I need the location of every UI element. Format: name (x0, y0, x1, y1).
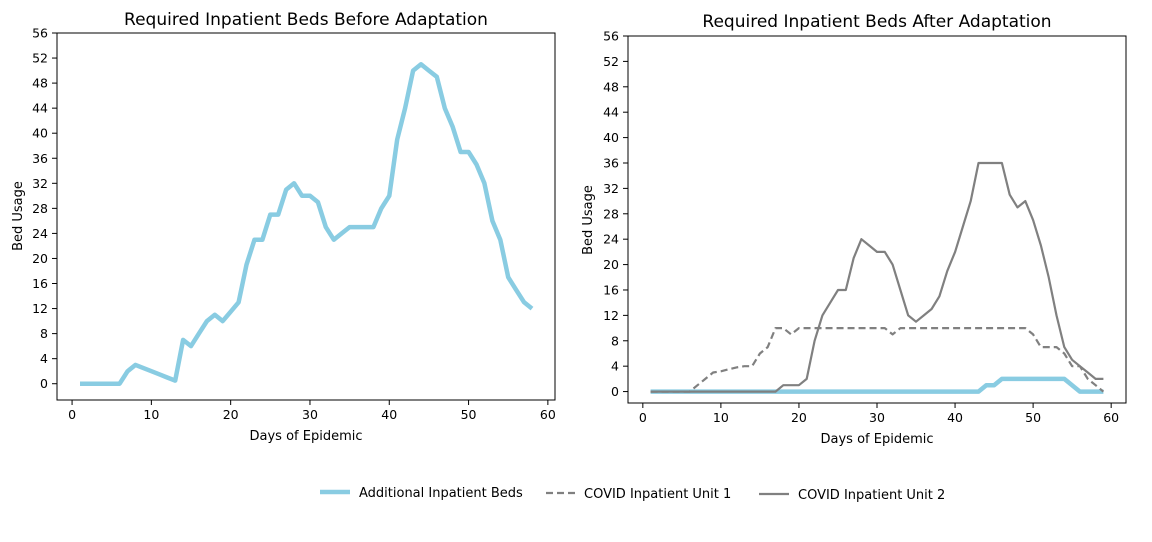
x-tick-label: 50 (1025, 410, 1041, 425)
legend-entry-covid-inpatient-unit-2: COVID Inpatient Unit 2 (759, 488, 945, 503)
chart-after-adaptation: Required Inpatient Beds After Adaptation… (581, 12, 1127, 447)
series-line-covid-inpatient-unit-2 (650, 161, 1104, 393)
y-tick-label: 24 (603, 232, 619, 247)
y-axis-label: Bed Usage (581, 185, 596, 255)
x-tick-label: 60 (1103, 410, 1119, 425)
plot-frame (56, 32, 556, 401)
y-tick-label: 52 (603, 54, 619, 69)
legend-entry-additional-inpatient-beds: Additional Inpatient Beds (320, 486, 523, 501)
legend: Additional Inpatient Beds COVID Inpatien… (320, 486, 945, 503)
y-tick-label: 20 (32, 251, 48, 266)
y-tick-label: 12 (603, 308, 619, 323)
legend-label: Additional Inpatient Beds (359, 486, 523, 501)
x-tick-label: 20 (791, 410, 807, 425)
y-tick-label: 48 (32, 76, 48, 91)
chart-title: Required Inpatient Beds After Adaptation (702, 12, 1051, 32)
y-tick-label: 4 (611, 359, 619, 374)
y-tick-label: 44 (32, 101, 48, 116)
plot-frame (627, 35, 1127, 404)
x-tick-label: 30 (869, 410, 885, 425)
y-tick-label: 52 (32, 51, 48, 66)
x-tick-label: 40 (947, 410, 963, 425)
x-tick-label: 0 (68, 407, 76, 422)
y-tick-label: 4 (40, 351, 48, 366)
y-tick-label: 0 (611, 384, 619, 399)
y-tick-label: 40 (32, 126, 48, 141)
series-line-covid-inpatient-unit-1 (650, 327, 1105, 393)
series-group (650, 161, 1105, 394)
chart-before-adaptation: Required Inpatient Beds Before Adaptatio… (11, 10, 556, 444)
x-axis-label: Days of Epidemic (821, 432, 934, 447)
y-tick-label: 32 (603, 181, 619, 196)
legend-label: COVID Inpatient Unit 2 (798, 488, 945, 503)
y-tick-label: 44 (603, 105, 619, 120)
y-tick-label: 40 (603, 130, 619, 145)
legend-label: COVID Inpatient Unit 1 (584, 487, 731, 502)
x-tick-label: 30 (302, 407, 318, 422)
x-tick-label: 10 (713, 410, 729, 425)
x-tick-label: 60 (540, 407, 556, 422)
y-tick-label: 16 (603, 282, 619, 297)
series-group (80, 62, 534, 386)
y-tick-label: 24 (32, 226, 48, 241)
y-tick-label: 20 (603, 257, 619, 272)
y-tick-label: 28 (32, 201, 48, 216)
chart-title: Required Inpatient Beds Before Adaptatio… (124, 10, 488, 30)
x-tick-label: 0 (639, 410, 647, 425)
legend-entry-covid-inpatient-unit-1: COVID Inpatient Unit 1 (546, 487, 731, 502)
y-tick-label: 36 (32, 151, 48, 166)
series-line-additional-inpatient-beds (80, 62, 534, 386)
x-tick-label: 20 (223, 407, 239, 422)
y-tick-label: 16 (32, 276, 48, 291)
x-tick-label: 10 (143, 407, 159, 422)
y-tick-label: 36 (603, 155, 619, 170)
x-tick-label: 40 (381, 407, 397, 422)
x-tick-label: 50 (461, 407, 477, 422)
y-tick-label: 8 (611, 333, 619, 348)
y-tick-label: 32 (32, 176, 48, 191)
y-tick-label: 8 (40, 326, 48, 341)
y-tick-label: 0 (40, 376, 48, 391)
x-axis-label: Days of Epidemic (250, 429, 363, 444)
y-tick-label: 56 (32, 26, 48, 41)
y-tick-label: 48 (603, 79, 619, 94)
y-tick-label: 28 (603, 206, 619, 221)
y-tick-label: 12 (32, 301, 48, 316)
y-axis-label: Bed Usage (11, 181, 26, 251)
y-tick-label: 56 (603, 29, 619, 44)
